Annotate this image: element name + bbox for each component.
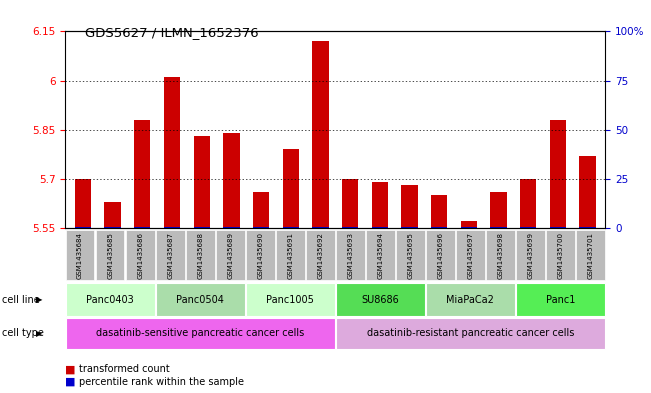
Bar <box>283 227 299 228</box>
Bar <box>75 227 91 228</box>
Bar <box>134 227 150 228</box>
Text: ■: ■ <box>65 377 76 387</box>
Bar <box>312 227 329 228</box>
Bar <box>401 227 418 228</box>
Text: GSM1435694: GSM1435694 <box>378 232 383 279</box>
Text: GSM1435695: GSM1435695 <box>408 232 413 279</box>
Bar <box>549 120 566 228</box>
Text: GSM1435697: GSM1435697 <box>467 232 473 279</box>
Text: GSM1435691: GSM1435691 <box>287 232 293 279</box>
Bar <box>223 227 240 228</box>
Bar <box>134 120 150 228</box>
Text: GSM1435692: GSM1435692 <box>317 232 324 279</box>
Bar <box>104 227 121 228</box>
Bar <box>372 227 388 228</box>
Text: GSM1435685: GSM1435685 <box>107 232 113 279</box>
Bar <box>372 182 388 228</box>
Bar <box>342 179 358 228</box>
Bar <box>312 41 329 228</box>
Text: GSM1435701: GSM1435701 <box>587 232 594 279</box>
Text: GSM1435688: GSM1435688 <box>197 232 203 279</box>
Text: transformed count: transformed count <box>79 364 170 375</box>
Text: GSM1435686: GSM1435686 <box>137 232 143 279</box>
Bar <box>253 192 270 228</box>
Bar <box>461 221 477 228</box>
Text: ■: ■ <box>65 364 76 375</box>
Text: GSM1435699: GSM1435699 <box>527 232 533 279</box>
Text: GSM1435696: GSM1435696 <box>437 232 443 279</box>
Bar <box>579 227 596 228</box>
Text: GSM1435693: GSM1435693 <box>347 232 353 279</box>
Bar <box>431 195 447 228</box>
Text: GSM1435689: GSM1435689 <box>227 232 233 279</box>
Text: ▶: ▶ <box>36 295 42 304</box>
Bar <box>253 227 270 228</box>
Bar <box>283 149 299 228</box>
Bar <box>193 136 210 228</box>
Text: Panc1: Panc1 <box>546 295 575 305</box>
Bar <box>164 227 180 228</box>
Bar <box>579 156 596 228</box>
Text: GSM1435684: GSM1435684 <box>77 232 83 279</box>
Text: Panc0504: Panc0504 <box>176 295 224 305</box>
Text: dasatinib-sensitive pancreatic cancer cells: dasatinib-sensitive pancreatic cancer ce… <box>96 329 304 338</box>
Bar <box>549 227 566 228</box>
Bar <box>431 227 447 228</box>
Bar <box>104 202 121 228</box>
Text: ▶: ▶ <box>36 329 42 338</box>
Bar <box>490 192 506 228</box>
Text: dasatinib-resistant pancreatic cancer cells: dasatinib-resistant pancreatic cancer ce… <box>367 329 574 338</box>
Text: Panc0403: Panc0403 <box>86 295 134 305</box>
Text: GSM1435698: GSM1435698 <box>497 232 503 279</box>
Bar <box>223 133 240 228</box>
Bar <box>75 179 91 228</box>
Text: GSM1435690: GSM1435690 <box>257 232 263 279</box>
Text: GDS5627 / ILMN_1652376: GDS5627 / ILMN_1652376 <box>85 26 258 39</box>
Bar <box>164 77 180 228</box>
Bar <box>520 227 536 228</box>
Bar <box>461 227 477 228</box>
Text: cell type: cell type <box>2 329 44 338</box>
Bar <box>401 185 418 228</box>
Text: SU8686: SU8686 <box>361 295 399 305</box>
Text: MiaPaCa2: MiaPaCa2 <box>447 295 494 305</box>
Text: GSM1435687: GSM1435687 <box>167 232 173 279</box>
Bar <box>342 227 358 228</box>
Text: percentile rank within the sample: percentile rank within the sample <box>79 377 244 387</box>
Bar <box>520 179 536 228</box>
Bar <box>490 227 506 228</box>
Text: GSM1435700: GSM1435700 <box>557 232 563 279</box>
Text: Panc1005: Panc1005 <box>266 295 314 305</box>
Bar <box>193 227 210 228</box>
Text: cell line: cell line <box>2 295 40 305</box>
